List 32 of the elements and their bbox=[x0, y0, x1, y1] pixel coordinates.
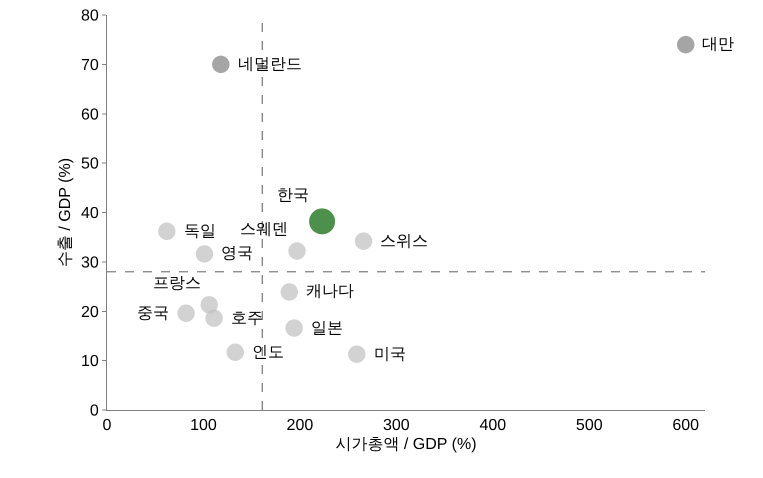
y-tick-label: 20 bbox=[81, 304, 99, 321]
annotation: 영국 bbox=[221, 245, 253, 262]
y-tick-label: 50 bbox=[81, 156, 99, 173]
annotation: 스위스 bbox=[380, 233, 428, 250]
y-tick-label: 60 bbox=[81, 106, 99, 124]
annotation: 일본 bbox=[311, 320, 343, 337]
annotation: 프랑스 bbox=[153, 275, 201, 292]
y-tick-label: 40 bbox=[81, 205, 99, 222]
annotation: 인도 bbox=[252, 344, 284, 361]
annotation: 미국 bbox=[374, 346, 406, 363]
annotation: 독일 bbox=[184, 223, 216, 240]
annotation: 네덜란드 bbox=[238, 56, 302, 73]
y-tick-label: 80 bbox=[81, 8, 99, 25]
y-tick-label: 70 bbox=[81, 56, 99, 74]
y-tick-label: 30 bbox=[81, 254, 99, 272]
x-tick-label: 500 bbox=[576, 417, 603, 434]
x-tick-label: 600 bbox=[672, 417, 700, 434]
annotation: 한국 bbox=[277, 187, 309, 204]
y-tick-label: 10 bbox=[81, 353, 99, 370]
annotation: 스웨덴 bbox=[240, 221, 288, 238]
y-axis-title: 수출 / GDP (%) bbox=[56, 158, 74, 268]
annotation: 대만 bbox=[702, 36, 734, 53]
annotation: 캐나다 bbox=[306, 283, 354, 300]
x-tick-label: 200 bbox=[286, 417, 314, 434]
x-axis-title: 시가총액 / GDP (%) bbox=[335, 436, 477, 453]
x-tick-label: 0 bbox=[102, 417, 112, 434]
annotation: 호주 bbox=[231, 310, 263, 327]
x-tick-label: 100 bbox=[190, 417, 217, 434]
x-tick-label: 400 bbox=[479, 417, 506, 434]
annotation: 중국 bbox=[137, 305, 169, 322]
x-tick-label: 300 bbox=[383, 417, 410, 434]
y-tick-label: 0 bbox=[90, 402, 99, 420]
